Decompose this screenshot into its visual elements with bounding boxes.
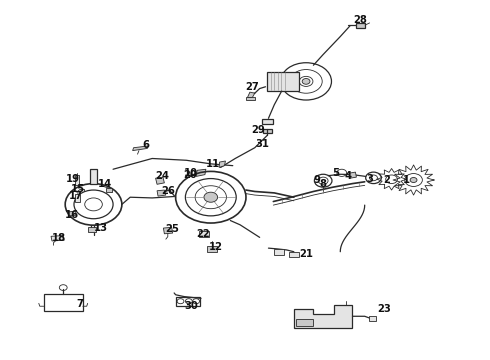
Text: 9: 9 <box>314 175 321 185</box>
Bar <box>44 294 83 311</box>
Circle shape <box>204 192 218 202</box>
Polygon shape <box>51 235 64 241</box>
Text: 7: 7 <box>76 299 83 309</box>
Text: 12: 12 <box>209 242 222 252</box>
Bar <box>90 169 98 184</box>
Bar <box>198 231 209 237</box>
Text: 30: 30 <box>184 301 198 311</box>
Text: 17: 17 <box>69 191 82 201</box>
Text: 11: 11 <box>206 158 220 168</box>
Text: 20: 20 <box>183 170 197 180</box>
Text: 2: 2 <box>383 175 390 185</box>
Polygon shape <box>133 146 148 150</box>
Text: 22: 22 <box>196 229 210 239</box>
Text: 6: 6 <box>143 140 150 150</box>
Text: 23: 23 <box>377 304 391 314</box>
Bar <box>246 97 255 100</box>
Polygon shape <box>349 172 356 178</box>
Polygon shape <box>106 188 112 192</box>
Text: 16: 16 <box>65 210 78 220</box>
Text: 1: 1 <box>403 175 410 185</box>
Text: 29: 29 <box>251 125 265 135</box>
Text: 13: 13 <box>94 223 108 233</box>
Polygon shape <box>163 227 172 234</box>
Text: 21: 21 <box>299 248 313 258</box>
Text: 27: 27 <box>245 82 259 92</box>
Text: 5: 5 <box>332 168 339 178</box>
Text: 26: 26 <box>161 186 175 197</box>
Text: 10: 10 <box>184 168 198 178</box>
Polygon shape <box>247 92 255 98</box>
Text: 19: 19 <box>66 174 80 184</box>
Text: 25: 25 <box>165 224 179 234</box>
Bar <box>267 72 299 91</box>
Polygon shape <box>289 252 299 257</box>
Polygon shape <box>274 249 284 255</box>
Text: 28: 28 <box>353 15 367 26</box>
Bar <box>296 319 314 326</box>
Polygon shape <box>88 227 96 232</box>
Polygon shape <box>156 177 164 184</box>
Circle shape <box>302 78 310 84</box>
Text: 24: 24 <box>155 171 169 181</box>
Text: 14: 14 <box>98 179 112 189</box>
Polygon shape <box>196 169 206 176</box>
Text: 15: 15 <box>71 184 85 194</box>
Text: 8: 8 <box>319 179 327 189</box>
Text: 3: 3 <box>366 174 373 184</box>
Text: 4: 4 <box>344 171 351 181</box>
Bar <box>356 23 365 28</box>
Polygon shape <box>219 161 225 167</box>
Bar <box>75 194 80 202</box>
Polygon shape <box>157 190 166 196</box>
Text: 18: 18 <box>52 233 66 243</box>
Polygon shape <box>68 211 76 216</box>
Bar <box>262 119 273 125</box>
Text: 31: 31 <box>255 139 269 149</box>
Bar <box>207 246 217 252</box>
Bar <box>75 175 79 185</box>
Bar <box>368 316 376 320</box>
Circle shape <box>410 177 417 183</box>
Polygon shape <box>294 305 352 328</box>
Bar <box>263 129 272 134</box>
